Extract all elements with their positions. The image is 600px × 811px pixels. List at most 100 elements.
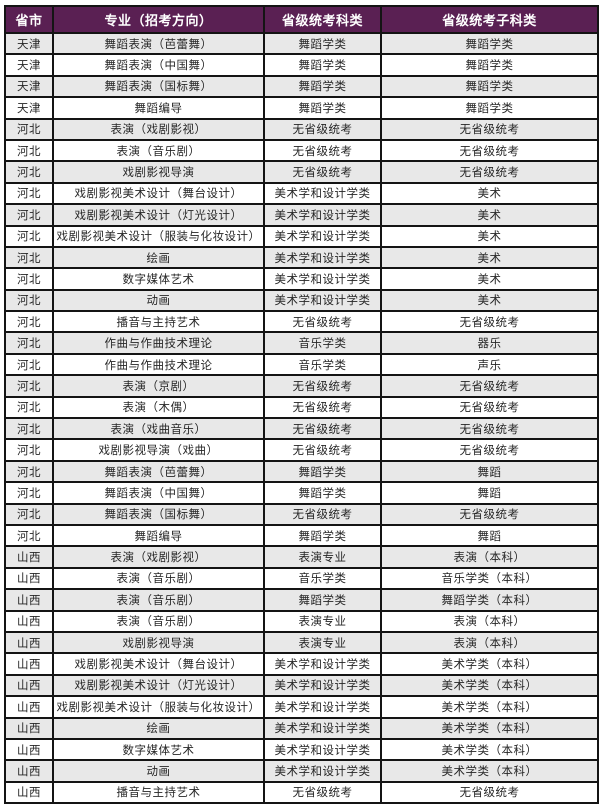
cell-major: 戏剧影视美术设计（服装与化妆设计） [53, 696, 264, 718]
cell-subcategory: 器乐 [381, 332, 598, 354]
cell-subcategory: 舞蹈 [381, 524, 598, 547]
cell-category: 美术学和设计学类 [264, 268, 381, 290]
cell-category: 无省级统考 [264, 311, 381, 333]
cell-province: 河北 [5, 268, 53, 290]
cell-major: 舞蹈表演（国标舞） [53, 75, 264, 98]
cell-category: 无省级统考 [264, 118, 381, 140]
cell-subcategory: 无省级统考 [381, 375, 598, 397]
cell-category: 美术学和设计学类 [264, 182, 381, 205]
cell-major: 作曲与作曲技术理论 [53, 353, 264, 376]
cell-subcategory: 表演（本科） [381, 610, 598, 632]
cell-subcategory: 表演（本科） [381, 546, 598, 568]
table-row: 河北 戏剧影视美术设计（舞台设计） 美术学和设计学类 美术 [5, 182, 598, 205]
cell-subcategory: 舞蹈 [381, 460, 598, 483]
cell-province: 河北 [5, 246, 53, 269]
cell-subcategory: 无省级统考 [381, 161, 598, 183]
cell-major: 数字媒体艺术 [53, 738, 264, 761]
cell-major: 表演（戏剧影视） [53, 118, 264, 140]
header-category: 省级统考科类 [264, 6, 381, 33]
table-row: 山西 戏剧影视美术设计（舞台设计） 美术学和设计学类 美术学类（本科） [5, 653, 598, 675]
table-row: 河北 表演（音乐剧） 无省级统考 无省级统考 [5, 139, 598, 162]
cell-province: 河北 [5, 460, 53, 483]
cell-major: 表演（戏剧影视） [53, 546, 264, 568]
cell-category: 无省级统考 [264, 396, 381, 419]
cell-province: 河北 [5, 375, 53, 397]
cell-province: 山西 [5, 589, 53, 611]
table-row: 河北 表演（戏曲音乐） 无省级统考 无省级统考 [5, 418, 598, 440]
table-row: 河北 舞蹈编导 舞蹈学类 舞蹈 [5, 524, 598, 547]
table-row: 河北 绘画 美术学和设计学类 美术 [5, 246, 598, 269]
table-header: 省市 专业（招考方向） 省级统考科类 省级统考子科类 [5, 6, 598, 33]
table-row: 河北 作曲与作曲技术理论 音乐学类 器乐 [5, 332, 598, 354]
cell-subcategory: 美术学类（本科） [381, 653, 598, 675]
cell-category: 表演专业 [264, 546, 381, 568]
cell-subcategory: 无省级统考 [381, 396, 598, 419]
cell-major: 舞蹈编导 [53, 97, 264, 119]
header-province: 省市 [5, 6, 53, 33]
cell-major: 表演（音乐剧） [53, 139, 264, 162]
cell-subcategory: 舞蹈学类 [381, 54, 598, 76]
cell-major: 表演（音乐剧） [53, 567, 264, 590]
table-row: 河北 戏剧影视美术设计（灯光设计） 美术学和设计学类 美术 [5, 204, 598, 226]
header-row: 省市 专业（招考方向） 省级统考科类 省级统考子科类 [5, 6, 598, 33]
cell-major: 戏剧影视美术设计（灯光设计） [53, 204, 264, 226]
table-row: 河北 动画 美术学和设计学类 美术 [5, 289, 598, 312]
cell-major: 戏剧影视导演 [53, 631, 264, 654]
cell-province: 天津 [5, 54, 53, 76]
cell-category: 无省级统考 [264, 781, 381, 804]
table-row: 天津 舞蹈编导 舞蹈学类 舞蹈学类 [5, 97, 598, 119]
cell-province: 河北 [5, 482, 53, 504]
cell-major: 数字媒体艺术 [53, 268, 264, 290]
cell-province: 河北 [5, 118, 53, 140]
cell-major: 舞蹈编导 [53, 524, 264, 547]
table-body: 天津 舞蹈表演（芭蕾舞） 舞蹈学类 舞蹈学类 天津 舞蹈表演（中国舞） 舞蹈学类 舞蹈学类 天津… [5, 33, 598, 804]
cell-category: 表演专业 [264, 610, 381, 632]
cell-province: 山西 [5, 717, 53, 739]
cell-category: 美术学和设计学类 [264, 246, 381, 269]
cell-major: 舞蹈表演（中国舞） [53, 482, 264, 504]
cell-subcategory: 无省级统考 [381, 503, 598, 525]
cell-major: 表演（戏曲音乐） [53, 418, 264, 440]
cell-subcategory: 美术学类（本科） [381, 696, 598, 718]
cell-category: 美术学和设计学类 [264, 204, 381, 226]
cell-category: 美术学和设计学类 [264, 653, 381, 675]
cell-subcategory: 舞蹈学类 [381, 33, 598, 55]
cell-major: 动画 [53, 760, 264, 782]
cell-province: 河北 [5, 503, 53, 525]
cell-category: 无省级统考 [264, 418, 381, 440]
cell-province: 山西 [5, 760, 53, 782]
cell-subcategory: 舞蹈学类（本科） [381, 589, 598, 611]
cell-major: 舞蹈表演（中国舞） [53, 54, 264, 76]
table-row: 河北 表演（戏剧影视） 无省级统考 无省级统考 [5, 118, 598, 140]
cell-province: 山西 [5, 674, 53, 697]
header-subcategory: 省级统考子科类 [381, 6, 598, 33]
cell-subcategory: 美术学类（本科） [381, 738, 598, 761]
cell-category: 无省级统考 [264, 375, 381, 397]
cell-major: 表演（音乐剧） [53, 589, 264, 611]
table-row: 河北 表演（京剧） 无省级统考 无省级统考 [5, 375, 598, 397]
cell-major: 表演（京剧） [53, 375, 264, 397]
cell-category: 舞蹈学类 [264, 97, 381, 119]
cell-major: 表演（木偶） [53, 396, 264, 419]
cell-province: 河北 [5, 332, 53, 354]
cell-province: 河北 [5, 289, 53, 312]
cell-category: 舞蹈学类 [264, 54, 381, 76]
table-row: 天津 舞蹈表演（中国舞） 舞蹈学类 舞蹈学类 [5, 54, 598, 76]
cell-major: 舞蹈表演（国标舞） [53, 503, 264, 525]
cell-category: 舞蹈学类 [264, 75, 381, 98]
cell-province: 河北 [5, 439, 53, 461]
cell-subcategory: 舞蹈 [381, 482, 598, 504]
cell-province: 河北 [5, 139, 53, 162]
cell-category: 表演专业 [264, 631, 381, 654]
exam-category-table: 省市 专业（招考方向） 省级统考科类 省级统考子科类 天津 舞蹈表演（芭蕾舞） 舞蹈… [4, 5, 599, 805]
cell-province: 山西 [5, 696, 53, 718]
cell-province: 河北 [5, 182, 53, 205]
table-row: 河北 数字媒体艺术 美术学和设计学类 美术 [5, 268, 598, 290]
table-row: 河北 舞蹈表演（中国舞） 舞蹈学类 舞蹈 [5, 482, 598, 504]
cell-major: 播音与主持艺术 [53, 311, 264, 333]
cell-subcategory: 无省级统考 [381, 418, 598, 440]
cell-major: 戏剧影视美术设计（服装与化妆设计） [53, 225, 264, 247]
table-row: 河北 播音与主持艺术 无省级统考 无省级统考 [5, 311, 598, 333]
cell-category: 美术学和设计学类 [264, 225, 381, 247]
